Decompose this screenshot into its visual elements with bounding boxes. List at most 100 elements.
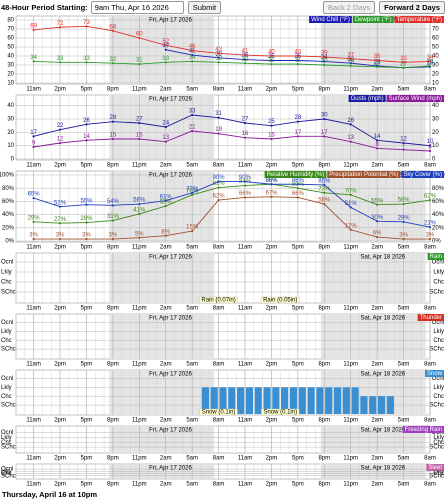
x-tick-label: 11am [238, 418, 253, 424]
night-shade [320, 16, 426, 84]
data-point [402, 141, 405, 145]
x-tick-label: 2pm [54, 245, 66, 251]
submit-button[interactable]: Submit [187, 1, 222, 14]
value-label: 3% [426, 233, 435, 239]
x-tick-label: 2am [371, 456, 383, 462]
data-point [243, 54, 247, 57]
data-point [270, 124, 273, 127]
value-label: 60 [136, 32, 143, 38]
data-point [164, 199, 167, 202]
data-point [138, 63, 141, 66]
value-label: 52% [54, 200, 67, 206]
data-point [164, 140, 167, 143]
x-tick-label: 5pm [81, 362, 93, 368]
y-tick-label: SChc [1, 445, 16, 451]
x-tick-label: 8am [424, 245, 436, 251]
value-label: 56% [133, 198, 146, 204]
period-bar: 48-Hour Period Starting: 9am Thu, Apr 16… [0, 0, 445, 15]
x-tick-label: 8pm [107, 306, 119, 312]
x-tick-label: 2am [371, 87, 383, 93]
night-shade [109, 171, 215, 242]
bar [237, 387, 245, 414]
data-point [85, 61, 88, 64]
y-tick-label: 0 [11, 157, 15, 163]
data-point [138, 36, 141, 40]
value-label: 27 [136, 117, 143, 123]
y-tick-label-right: Lkly [433, 270, 444, 276]
data-point [164, 48, 167, 51]
forward-button[interactable]: Forward 2 Days [379, 1, 445, 14]
annotation: Snow (0.1in) [202, 410, 236, 416]
data-point [164, 204, 167, 208]
y-tick-label: Lkly [1, 469, 12, 475]
data-point [217, 116, 220, 119]
data-point [217, 180, 220, 183]
bar [307, 387, 315, 414]
x-tick-label: 8pm [107, 163, 119, 169]
x-tick-label: 2am [160, 362, 172, 368]
data-point [323, 202, 326, 206]
data-point [111, 62, 114, 65]
x-tick-label: 5am [186, 456, 198, 462]
data-point [428, 237, 432, 241]
x-tick-label: 11pm [132, 245, 147, 251]
value-label: 62% [424, 194, 437, 200]
x-tick-label: 5am [398, 456, 410, 462]
data-point [191, 191, 194, 194]
value-label: 55% [371, 198, 384, 204]
series-line [33, 196, 430, 240]
y-tick-label: Lkly [1, 385, 12, 391]
value-label: 12 [57, 137, 64, 143]
x-tick-label: 8pm [318, 418, 330, 424]
value-label: 3% [82, 233, 91, 239]
y-tick-label: Ocnl [1, 467, 13, 473]
x-tick-label: 8am [424, 87, 436, 93]
value-label: 86% [292, 178, 305, 184]
data-point [349, 140, 352, 143]
back-button[interactable]: Back 2 Days [323, 1, 376, 14]
value-label: 28 [374, 60, 381, 66]
y-tick-label-right: Ocnl [432, 430, 444, 436]
value-label: 86% [265, 178, 278, 184]
bar [263, 387, 271, 414]
data-point [376, 220, 379, 223]
x-tick-label: 2pm [266, 418, 278, 424]
y-tick-label-right: Lkly [433, 435, 444, 441]
legend-box [327, 171, 401, 178]
x-tick-label: 11am [26, 306, 41, 312]
data-point [376, 139, 379, 142]
bar [201, 387, 209, 414]
data-point [58, 128, 62, 131]
value-label: 28 [427, 60, 434, 66]
value-label: 34 [427, 55, 434, 61]
legend-box [401, 171, 444, 178]
y-tick-label: 80% [2, 186, 15, 192]
data-point [243, 180, 247, 183]
x-tick-label: 2am [160, 418, 172, 424]
value-label: 37 [347, 52, 354, 58]
data-point [164, 234, 167, 237]
x-tick-label: 11am [238, 87, 253, 93]
x-tick-label: 8pm [107, 362, 119, 368]
x-tick-label: 5pm [292, 306, 304, 312]
x-tick-label: 8pm [107, 482, 119, 488]
x-tick-label: 5am [186, 245, 198, 251]
value-label: 62% [213, 194, 226, 200]
data-point [349, 206, 352, 209]
date-label: Fri, Apr 17 2026 [149, 466, 192, 472]
annotation-box [199, 296, 238, 304]
night-shade [109, 370, 215, 415]
y-tick-label-right: Chc [433, 394, 444, 400]
series-line [33, 114, 431, 147]
period-select[interactable]: 9am Thu, Apr 16 2026 [90, 1, 184, 14]
value-label: 51% [345, 201, 358, 207]
date-label: Sat, Apr 18 2026 [361, 466, 406, 472]
x-tick-label: 2pm [266, 306, 278, 312]
value-label: 56% [318, 198, 331, 204]
value-label: 29 [427, 59, 434, 65]
date-label: Sat, Apr 18 2026 [361, 316, 406, 322]
value-label: 28 [295, 115, 302, 121]
y-tick-label-right: 40 [432, 54, 439, 60]
value-label: 32 [242, 57, 249, 63]
value-label: 33 [189, 109, 196, 115]
